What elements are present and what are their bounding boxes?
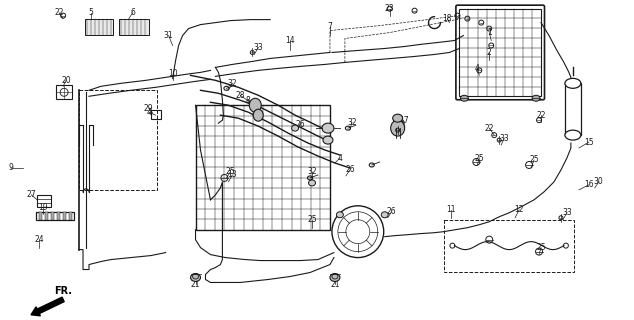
Ellipse shape	[532, 95, 540, 101]
Text: 32: 32	[307, 167, 317, 176]
Text: 26: 26	[387, 207, 396, 216]
Text: 29: 29	[144, 104, 153, 113]
FancyBboxPatch shape	[456, 5, 545, 100]
Text: 4: 4	[337, 154, 342, 163]
Text: 1: 1	[487, 28, 491, 37]
Text: 2: 2	[487, 48, 491, 57]
Bar	[39, 212, 42, 220]
Text: 33: 33	[562, 208, 572, 217]
Bar	[37, 195, 51, 207]
Text: 19: 19	[39, 203, 48, 212]
Text: 23: 23	[385, 4, 394, 13]
Bar	[444, 220, 574, 271]
Text: 20: 20	[61, 76, 71, 85]
Bar	[51, 212, 54, 220]
Text: 32: 32	[347, 118, 357, 127]
Text: 33: 33	[500, 133, 509, 143]
Text: 26: 26	[295, 120, 305, 129]
Text: 24: 24	[34, 235, 44, 244]
Text: 15: 15	[584, 138, 593, 147]
Ellipse shape	[460, 95, 469, 101]
Text: 6: 6	[131, 8, 135, 17]
Text: 25: 25	[536, 243, 546, 252]
Text: 13: 13	[228, 171, 237, 180]
Text: 5: 5	[89, 8, 93, 17]
Ellipse shape	[565, 130, 581, 140]
Ellipse shape	[309, 180, 316, 186]
Bar	[460, 9, 541, 96]
Text: 10: 10	[168, 69, 178, 78]
Bar	[63, 212, 66, 220]
Text: 30: 30	[594, 177, 604, 187]
Ellipse shape	[253, 109, 263, 121]
Bar	[195, 105, 330, 230]
Text: 25: 25	[529, 156, 539, 164]
Ellipse shape	[391, 120, 404, 136]
Ellipse shape	[249, 98, 261, 112]
Text: 7: 7	[328, 22, 332, 31]
Bar	[56, 85, 72, 99]
Ellipse shape	[323, 136, 333, 144]
Ellipse shape	[392, 114, 403, 122]
Text: 17: 17	[399, 116, 408, 125]
Text: 11: 11	[447, 205, 456, 214]
Text: 18: 18	[443, 14, 452, 23]
Text: FR.: FR.	[54, 286, 72, 296]
Text: 16: 16	[584, 180, 593, 189]
Text: 21: 21	[330, 280, 340, 289]
Bar	[565, 83, 581, 135]
Text: 4: 4	[146, 108, 151, 117]
Text: 28: 28	[236, 91, 245, 100]
Ellipse shape	[337, 212, 344, 218]
Bar	[69, 212, 72, 220]
Bar	[85, 19, 113, 35]
Bar	[151, 110, 160, 119]
Bar	[36, 212, 74, 220]
Text: 9: 9	[9, 164, 14, 172]
Ellipse shape	[191, 274, 200, 282]
Text: 4: 4	[475, 64, 480, 73]
Text: 25: 25	[474, 154, 484, 163]
Ellipse shape	[292, 125, 299, 131]
Text: 26: 26	[345, 165, 354, 174]
Text: 31: 31	[164, 31, 174, 40]
Ellipse shape	[322, 123, 334, 133]
Text: 33: 33	[254, 43, 263, 52]
Text: 22: 22	[55, 8, 64, 17]
Text: 33: 33	[397, 121, 406, 130]
Text: 25: 25	[226, 167, 235, 176]
Bar	[57, 212, 60, 220]
Text: 14: 14	[285, 36, 295, 45]
Text: 22: 22	[484, 124, 494, 132]
FancyArrow shape	[31, 297, 64, 316]
Ellipse shape	[330, 274, 340, 282]
Bar	[119, 19, 149, 35]
Text: 25: 25	[307, 215, 317, 224]
Ellipse shape	[381, 212, 388, 218]
Text: 8: 8	[246, 96, 250, 105]
Text: 21: 21	[191, 280, 200, 289]
Text: 32: 32	[228, 79, 237, 88]
Text: 27: 27	[27, 190, 36, 199]
Bar	[79, 90, 157, 190]
Bar	[45, 212, 48, 220]
Ellipse shape	[565, 78, 581, 88]
Text: 12: 12	[514, 205, 524, 214]
Text: 22: 22	[536, 111, 546, 120]
